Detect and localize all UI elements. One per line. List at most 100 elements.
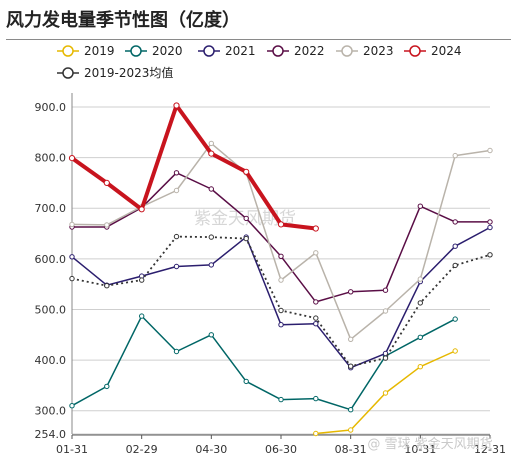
- data-point: [208, 186, 215, 192]
- watermark-bottom-right: @ 雪球 紫金天风期货: [367, 436, 492, 452]
- y-tick-label: 900.0: [35, 101, 67, 114]
- legend-label: 2020: [152, 44, 183, 58]
- data-point: [173, 233, 180, 240]
- data-point: [348, 336, 354, 342]
- data-point: [278, 307, 284, 314]
- x-tick-label: 02-29: [126, 443, 158, 456]
- data-point: [382, 390, 389, 396]
- series-line-2021: [71, 226, 491, 369]
- y-tick-label: 800.0: [35, 152, 67, 165]
- legend-label: 2019: [84, 44, 115, 58]
- data-point: [348, 289, 354, 295]
- y-tick-label: 500.0: [35, 303, 67, 316]
- data-point: [452, 152, 458, 159]
- data-point: [278, 322, 284, 328]
- data-point: [277, 221, 285, 228]
- legend-label: 2024: [431, 44, 462, 58]
- data-point: [68, 155, 76, 162]
- title-divider: [6, 39, 511, 40]
- data-point: [173, 187, 180, 194]
- data-point: [278, 396, 284, 403]
- legend-label: 2023: [363, 44, 394, 58]
- data-point: [452, 348, 458, 354]
- data-point: [243, 215, 249, 222]
- data-point: [208, 140, 215, 147]
- data-point: [69, 254, 75, 260]
- data-point: [452, 243, 458, 249]
- data-point: [208, 150, 215, 157]
- legend-marker: [62, 67, 74, 79]
- data-point: [312, 225, 319, 232]
- data-point: [138, 206, 145, 213]
- x-tick-label: 06-30: [265, 443, 297, 456]
- data-point: [104, 383, 110, 390]
- data-point: [139, 313, 145, 319]
- data-point: [173, 102, 180, 109]
- data-point: [313, 315, 319, 321]
- legend-label: 2022: [294, 44, 325, 58]
- legend-marker: [409, 45, 421, 57]
- x-tick-label: 10-31: [404, 443, 436, 456]
- data-point: [173, 170, 180, 176]
- data-point: [104, 283, 110, 289]
- data-point: [173, 348, 180, 355]
- data-point: [452, 219, 458, 225]
- data-point: [348, 427, 354, 433]
- data-point: [69, 403, 75, 409]
- legend-marker: [203, 45, 215, 57]
- legend-marker: [130, 45, 142, 57]
- data-point: [313, 321, 319, 327]
- x-tick-label: 04-30: [195, 443, 227, 456]
- data-point: [382, 308, 389, 314]
- data-point: [69, 221, 75, 228]
- legend-marker: [62, 45, 74, 57]
- data-point: [417, 276, 423, 282]
- data-point: [487, 219, 493, 225]
- legend-marker: [341, 45, 353, 57]
- data-point: [208, 262, 215, 268]
- data-point: [103, 179, 110, 186]
- data-point: [139, 277, 145, 283]
- data-point: [208, 332, 215, 338]
- data-point: [69, 275, 75, 282]
- data-point: [243, 168, 250, 175]
- x-tick-label: 01-31: [56, 443, 88, 456]
- data-point: [382, 287, 389, 293]
- data-point: [313, 395, 319, 402]
- y-tick-label: 254.0: [35, 428, 67, 441]
- series-line-2024: [70, 103, 317, 231]
- data-point: [348, 407, 354, 413]
- data-point: [417, 203, 423, 209]
- legend-label: 2021: [225, 44, 256, 58]
- data-point: [104, 222, 110, 228]
- data-point: [313, 250, 319, 256]
- data-point: [487, 252, 493, 258]
- data-point: [313, 299, 319, 305]
- data-point: [417, 334, 423, 340]
- x-tick-label: 12-31: [474, 443, 506, 456]
- data-point: [348, 363, 354, 369]
- data-point: [452, 262, 458, 269]
- x-tick-label: 08-31: [335, 443, 367, 456]
- data-point: [487, 224, 493, 231]
- data-point: [243, 235, 249, 242]
- data-point: [208, 234, 215, 240]
- chart-title: 风力发电量季节性图（亿度）: [6, 10, 240, 31]
- legend-marker: [272, 45, 284, 57]
- data-point: [417, 364, 423, 370]
- data-point: [173, 263, 180, 270]
- data-point: [313, 430, 319, 437]
- y-tick-label: 600.0: [35, 253, 67, 266]
- data-point: [382, 355, 389, 361]
- y-tick-label: 400.0: [35, 354, 67, 367]
- data-point: [417, 300, 423, 306]
- y-tick-label: 700.0: [35, 202, 67, 215]
- data-point: [452, 316, 458, 322]
- series-line-2020: [71, 315, 456, 411]
- data-point: [487, 147, 493, 154]
- data-point: [278, 253, 284, 259]
- data-point: [278, 277, 284, 283]
- data-point: [243, 378, 249, 385]
- legend-label: 2019-2023均值: [84, 65, 173, 80]
